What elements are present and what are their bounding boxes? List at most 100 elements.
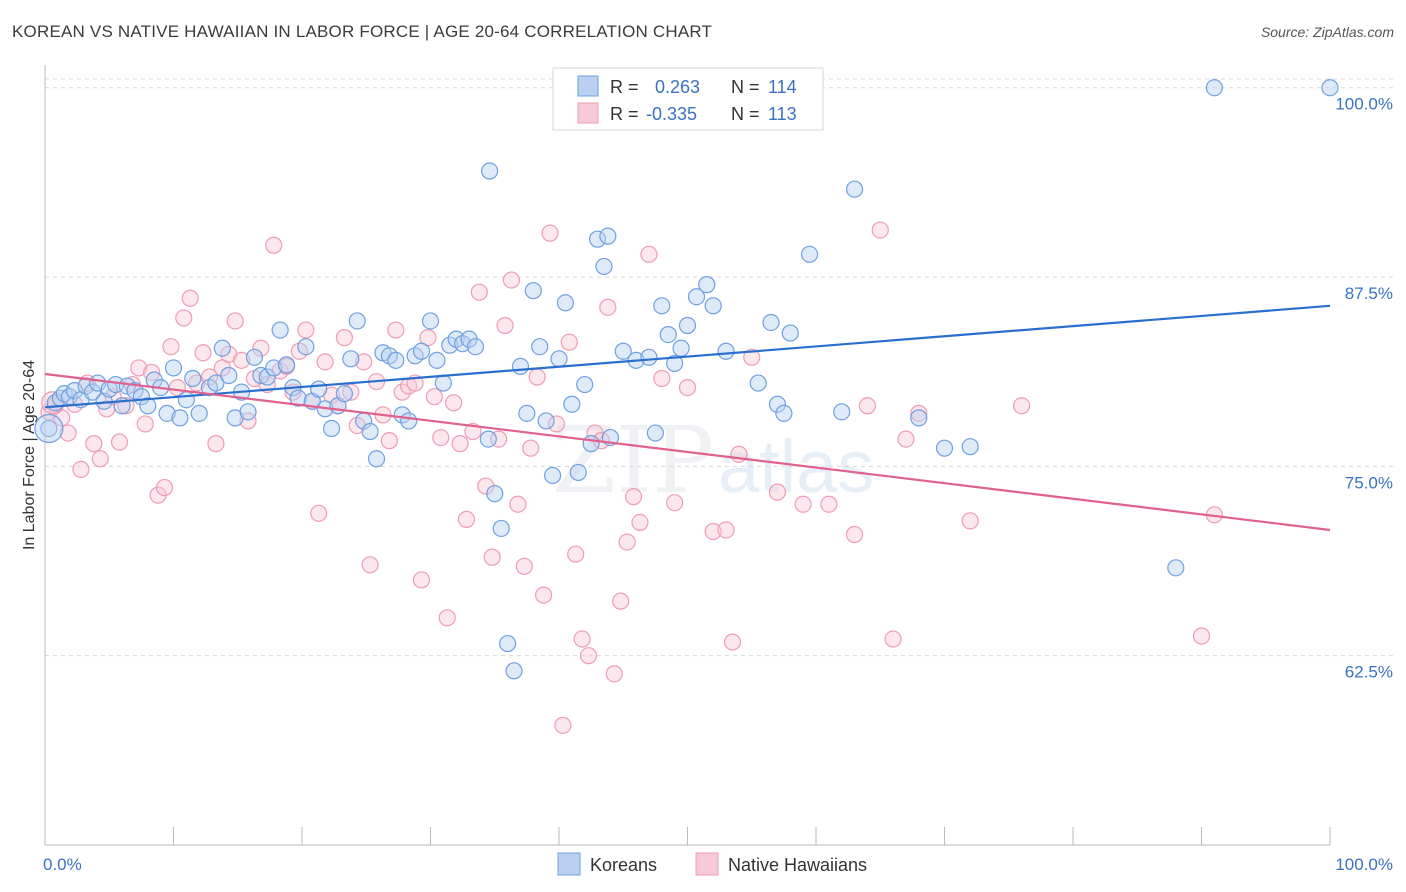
data-point-native-hawaiian xyxy=(910,404,928,422)
data-point-korean xyxy=(717,342,735,360)
data-point-native-hawaiian xyxy=(704,522,722,541)
data-point-native-hawaiian xyxy=(547,415,566,433)
data-point-native-hawaiian xyxy=(567,545,585,563)
data-point-korean xyxy=(845,180,864,198)
bottom-legend-swatch-koreans xyxy=(557,852,581,876)
legend: R = 0.263 N = 114 R = -0.335 N = 113 xyxy=(552,67,824,131)
data-point-korean xyxy=(762,313,780,332)
data-point-native-hawaiian xyxy=(884,630,902,648)
data-point-native-hawaiian xyxy=(858,397,877,415)
data-point-native-hawaiian xyxy=(599,298,617,316)
data-point-korean xyxy=(537,412,555,430)
tick-labels: 62.5% 75.0% 87.5% 100.0% 0.0% 100.0% xyxy=(43,95,1393,874)
data-point-native-hawaiian xyxy=(820,495,838,513)
data-point-native-hawaiian xyxy=(181,289,199,307)
bottom-legend: Koreans Native Hawaiians xyxy=(557,852,867,876)
data-point-native-hawaiian xyxy=(723,633,742,651)
data-point-korean xyxy=(833,403,851,421)
y-tick-label: 62.5% xyxy=(1345,663,1393,682)
data-point-korean xyxy=(768,395,787,413)
data-point-native-hawaiian xyxy=(233,351,251,369)
data-point-native-hawaiian xyxy=(897,430,915,448)
data-point-korean-large xyxy=(34,413,64,444)
data-point-native-hawaiian xyxy=(794,495,812,513)
data-point-native-hawaiian xyxy=(612,592,630,610)
data-point-native-hawaiian xyxy=(297,321,315,339)
data-point-native-hawaiian xyxy=(155,478,174,497)
data-point-native-hawaiian xyxy=(438,609,456,627)
data-point-korean xyxy=(412,342,431,360)
legend-swatch-koreans xyxy=(577,75,599,97)
x-tick-label: 100.0% xyxy=(1335,855,1393,874)
data-point-korean xyxy=(749,374,767,392)
data-point-native-hawaiian xyxy=(361,556,379,574)
data-point-korean xyxy=(511,357,530,375)
data-point-korean xyxy=(640,348,658,366)
data-point-korean xyxy=(184,369,202,388)
data-point-native-hawaiian xyxy=(91,450,109,468)
data-point-native-hawaiian xyxy=(335,329,354,347)
data-point-native-hawaiian xyxy=(560,333,578,351)
data-point-korean xyxy=(531,338,549,356)
data-point-korean xyxy=(367,450,386,468)
data-point-korean xyxy=(569,463,587,482)
data-point-native-hawaiian xyxy=(666,494,684,512)
data-point-korean xyxy=(164,359,183,377)
data-point-korean xyxy=(781,324,799,342)
data-point-native-hawaiian xyxy=(387,321,405,339)
data-point-korean xyxy=(678,316,697,335)
data-point-korean xyxy=(400,412,418,430)
data-point-korean xyxy=(687,288,706,306)
data-point-native-hawaiian xyxy=(207,435,225,453)
data-point-native-hawaiian xyxy=(310,504,328,522)
data-point-native-hawaiian xyxy=(579,647,598,665)
data-point-native-hawaiian xyxy=(483,548,501,566)
data-point-native-hawaiian xyxy=(534,586,553,604)
data-point-native-hawaiian xyxy=(265,236,283,254)
data-point-native-hawaiian xyxy=(252,339,270,357)
data-point-korean xyxy=(265,359,283,377)
data-point-native-hawaiian xyxy=(464,422,482,441)
data-point-native-hawaiian xyxy=(515,557,533,575)
y-axis-title: In Labor Force | Age 20-64 xyxy=(21,360,38,550)
data-point-korean xyxy=(492,519,510,538)
watermark-zip: ZIP xyxy=(552,407,714,514)
data-point-korean xyxy=(126,382,144,400)
data-point-korean xyxy=(213,339,231,357)
data-point-korean xyxy=(518,404,536,422)
data-point-native-hawaiian xyxy=(1012,397,1031,415)
data-point-korean xyxy=(171,409,189,427)
trend-line-native-hawaiians xyxy=(44,372,1331,532)
data-point-korean xyxy=(441,336,459,354)
data-point-korean xyxy=(361,422,379,441)
data-point-korean xyxy=(466,338,485,356)
data-point-native-hawaiian xyxy=(743,348,761,366)
data-point-korean xyxy=(245,348,264,366)
data-point-korean xyxy=(582,435,600,453)
data-point-korean xyxy=(479,430,497,448)
data-point-native-hawaiian xyxy=(451,435,469,453)
data-point-native-hawaiian xyxy=(162,338,180,356)
data-point-korean xyxy=(524,282,542,300)
data-point-korean xyxy=(614,342,632,360)
data-point-korean xyxy=(646,424,664,442)
data-point-korean xyxy=(481,162,499,180)
data-point-korean xyxy=(177,391,195,409)
data-point-native-hawaiian xyxy=(175,309,193,327)
data-point-korean xyxy=(190,404,208,422)
data-point-native-hawaiian xyxy=(631,513,649,531)
data-point-korean xyxy=(775,404,793,422)
data-point-korean xyxy=(595,257,613,276)
axes xyxy=(44,65,1331,846)
legend-r-label-koreans: R = xyxy=(610,77,639,97)
data-point-native-hawaiian xyxy=(624,488,643,506)
data-point-native-hawaiian xyxy=(496,316,514,335)
data-point-native-hawaiian xyxy=(605,665,623,683)
data-point-korean xyxy=(704,297,722,315)
data-point-korean xyxy=(486,485,504,503)
data-point-native-hawaiian xyxy=(541,224,559,242)
trend-lines xyxy=(44,304,1331,532)
data-point-korean xyxy=(653,297,671,315)
bottom-legend-swatch-hawaiians xyxy=(695,852,719,876)
legend-n-value-koreans: 114 xyxy=(768,77,797,97)
